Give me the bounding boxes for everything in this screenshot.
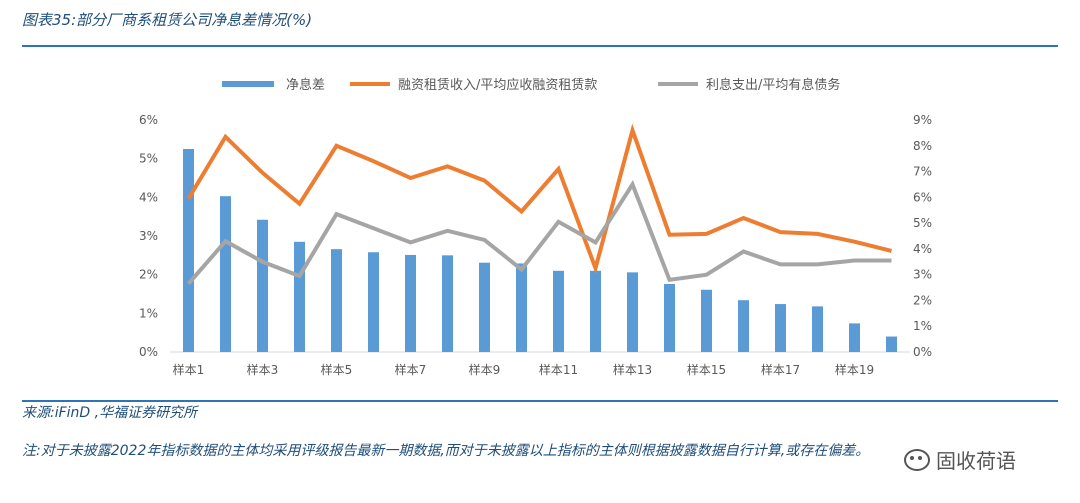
combo-chart: 净息差 融资租赁收入/平均应收融资租赁款 利息支出/平均有息债务 0% 1% 2% 3% 4… <box>139 77 932 377</box>
y-right-tick-label: 4% <box>913 242 932 256</box>
y-left-tick-label: 1% <box>139 306 158 320</box>
y-right-tick-label: 0% <box>913 345 932 359</box>
x-tick-label: 样本5 <box>321 362 353 377</box>
y-right-tick-label: 6% <box>913 190 932 204</box>
y-left-tick-label: 4% <box>139 190 158 204</box>
bar-net-interest-margin <box>405 254 416 352</box>
source-divider <box>22 400 1058 402</box>
bar-series <box>183 149 897 352</box>
x-tick-label: 样本1 <box>173 362 205 377</box>
line-series <box>186 123 892 286</box>
y-left-tick-label: 3% <box>139 229 158 243</box>
watermark-text: 固收荷语 <box>936 449 1016 473</box>
y-left-tick-label: 0% <box>139 345 158 359</box>
bar-net-interest-margin <box>701 289 712 352</box>
bar-net-interest-margin <box>738 300 749 352</box>
bar-net-interest-margin <box>220 196 231 352</box>
bar-net-interest-margin <box>553 270 564 352</box>
footnote: 注:对于未披露2022年指标数据的主体均采用评级报告最新一期数据,而对于未披露以… <box>22 443 870 459</box>
x-tick-label: 样本19 <box>835 362 874 377</box>
figure-title: 图表35:部分厂商系租赁公司净息差情况(%) <box>22 11 313 29</box>
y-right-tick-label: 1% <box>913 319 932 333</box>
bar-net-interest-margin <box>183 149 194 352</box>
line-lease-income-ratio <box>186 123 892 275</box>
wechat-icon <box>904 448 930 471</box>
bar-net-interest-margin <box>664 283 675 352</box>
y-left-tick-label: 5% <box>139 152 158 166</box>
x-tick-label: 样本9 <box>469 362 501 377</box>
title-divider <box>22 45 1058 47</box>
y-right-tick-label: 3% <box>913 268 932 282</box>
bar-net-interest-margin <box>257 219 268 352</box>
x-tick-label: 样本7 <box>395 362 427 377</box>
x-tick-label: 样本11 <box>539 362 578 377</box>
x-tick-label: 样本3 <box>247 362 279 377</box>
bar-net-interest-margin <box>516 263 527 352</box>
tick-labels: 0% 1% 2% 3% 4% 5% 6% 0% 1% 2% 3% 4% 5% 6% 7% 8% 9% 样本1 样本3… <box>139 113 932 377</box>
bar-net-interest-margin <box>590 270 601 352</box>
bar-net-interest-margin <box>331 249 342 352</box>
legend-label: 融资租赁收入/平均应收融资租赁款 <box>398 77 597 93</box>
y-right-tick-label: 2% <box>913 293 932 307</box>
x-tick-label: 样本15 <box>687 362 726 377</box>
bar-net-interest-margin <box>627 272 638 352</box>
bar-net-interest-margin <box>775 304 786 352</box>
legend-label: 利息支出/平均有息债务 <box>706 77 840 93</box>
y-right-tick-label: 9% <box>913 113 932 127</box>
y-right-tick-label: 5% <box>913 216 932 230</box>
x-tick-label: 样本17 <box>761 362 800 377</box>
line-interest-expense-ratio <box>186 179 892 286</box>
legend-label: 净息差 <box>286 77 325 93</box>
y-right-tick-label: 8% <box>913 139 932 153</box>
bar-net-interest-margin <box>849 323 860 352</box>
bar-net-interest-margin <box>368 252 379 352</box>
bar-net-interest-margin <box>812 306 823 352</box>
chart-legend: 净息差 融资租赁收入/平均应收融资租赁款 利息支出/平均有息债务 <box>222 77 840 93</box>
y-right-tick-label: 7% <box>913 165 932 179</box>
y-left-tick-label: 6% <box>139 113 158 127</box>
bar-net-interest-margin <box>886 336 897 352</box>
bar-net-interest-margin <box>294 241 305 352</box>
bar-net-interest-margin <box>442 255 453 352</box>
y-left-tick-label: 2% <box>139 268 158 282</box>
source-text: 来源:iFinD ,华福证券研究所 <box>22 405 198 421</box>
bar-net-interest-margin <box>479 262 490 352</box>
watermark: 固收荷语 <box>904 445 1016 474</box>
x-tick-label: 样本13 <box>613 362 652 377</box>
legend-swatch <box>222 81 274 87</box>
